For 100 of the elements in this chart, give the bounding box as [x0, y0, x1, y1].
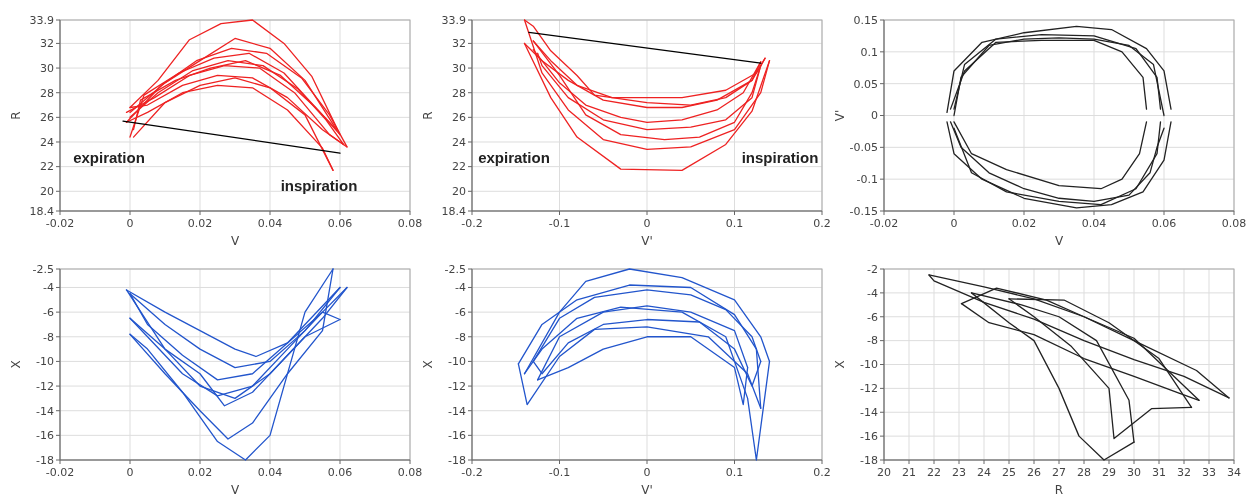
y-tick-label: 18.4 — [441, 204, 466, 218]
x-tick-label: 31 — [1152, 466, 1166, 479]
x-tick-label: 0.2 — [813, 466, 831, 479]
y-tick-label: 30 — [452, 61, 466, 75]
y-tick-label: -6 — [867, 310, 878, 324]
x-tick-label: 20 — [877, 466, 891, 479]
y-tick-label: -6 — [455, 305, 466, 319]
x-tick-label: 32 — [1177, 466, 1191, 479]
y-tick-label: -12 — [36, 379, 54, 393]
x-tick-label: 0.02 — [187, 217, 213, 230]
x-tick-label: 26 — [1027, 466, 1041, 479]
annotation: expiration — [478, 148, 550, 166]
y-tick-label: 20 — [40, 185, 54, 199]
x-tick-label: -0.1 — [548, 217, 571, 230]
x-tick-label: -0.2 — [461, 466, 483, 479]
y-axis-title: X — [421, 360, 435, 369]
x-axis-title: V' — [641, 234, 653, 248]
x-tick-label: 27 — [1052, 466, 1066, 479]
x-tick-label: 0.04 — [257, 217, 283, 230]
y-axis-title: V' — [833, 109, 847, 122]
y-tick-label: 32 — [40, 37, 54, 51]
annotation: expiration — [73, 148, 145, 166]
x-tick-label: 30 — [1127, 466, 1141, 479]
x-axis-title: V — [230, 483, 240, 497]
x-tick-label: 0.06 — [327, 466, 353, 479]
y-tick-label: 20 — [452, 185, 466, 199]
y-tick-label: 0.1 — [860, 45, 878, 59]
y-tick-label: 32 — [452, 37, 466, 51]
x-tick-label: 23 — [952, 466, 966, 479]
y-tick-label: 28 — [452, 86, 466, 100]
y-tick-label: 28 — [40, 86, 54, 100]
y-tick-label: -8 — [43, 330, 54, 344]
y-tick-label: 0.15 — [853, 13, 878, 27]
y-tick-label: -0.05 — [849, 141, 878, 155]
y-axis-title: R — [421, 111, 435, 120]
x-tick-label: 0.1 — [725, 466, 744, 479]
x-tick-label: 0.04 — [257, 466, 283, 479]
y-tick-label: -10 — [36, 355, 54, 369]
y-tick-label: -16 — [448, 429, 466, 443]
x-tick-label: -0.02 — [45, 217, 75, 230]
y-tick-label: -18 — [860, 453, 878, 467]
y-tick-label: 26 — [452, 111, 466, 125]
y-tick-label: -10 — [860, 358, 878, 372]
x-tick-label: 0 — [950, 217, 958, 230]
y-tick-label: -2.5 — [444, 262, 466, 276]
x-tick-label: -0.02 — [869, 217, 899, 230]
y-tick-label: 18.4 — [29, 204, 54, 218]
x-tick-label: 0.04 — [1081, 217, 1107, 230]
x-tick-label: 0 — [643, 466, 651, 479]
x-axis-title: V' — [641, 483, 653, 497]
y-tick-label: -14 — [36, 404, 54, 418]
x-tick-label: 0.08 — [397, 217, 423, 230]
y-tick-label: -16 — [36, 429, 54, 443]
y-tick-label: 33.9 — [29, 13, 54, 27]
x-tick-label: 0.06 — [1151, 217, 1177, 230]
y-tick-label: 24 — [452, 135, 466, 149]
x-tick-label: 28 — [1077, 466, 1091, 479]
y-tick-label: -6 — [43, 305, 54, 319]
annotation: inspiration — [741, 148, 819, 166]
y-tick-label: -4 — [867, 286, 878, 300]
y-tick-label: -4 — [43, 281, 54, 295]
x-axis-title: V — [1054, 234, 1064, 248]
y-tick-label: -2.5 — [32, 262, 54, 276]
y-axis-title: R — [9, 111, 23, 120]
y-tick-label: -10 — [448, 355, 466, 369]
x-tick-label: 0 — [126, 466, 134, 479]
annotation: inspiration — [280, 177, 358, 195]
y-axis-title: X — [9, 360, 23, 369]
x-tick-label: 34 — [1227, 466, 1241, 479]
y-tick-label: -12 — [448, 379, 466, 393]
y-tick-label: -4 — [455, 281, 466, 295]
x-tick-label: 22 — [927, 466, 941, 479]
y-tick-label: -2 — [867, 262, 878, 276]
x-tick-label: 0.08 — [397, 466, 423, 479]
x-tick-label: 0.08 — [1221, 217, 1247, 230]
y-tick-label: 33.9 — [441, 13, 466, 27]
x-tick-label: 24 — [977, 466, 991, 479]
y-tick-label: 26 — [40, 111, 54, 125]
x-tick-label: 25 — [1002, 466, 1016, 479]
x-tick-label: -0.2 — [461, 217, 483, 230]
y-tick-label: 22 — [452, 160, 466, 174]
y-tick-label: -8 — [455, 330, 466, 344]
x-tick-label: 0 — [643, 217, 651, 230]
y-tick-label: 0 — [871, 109, 878, 123]
y-tick-label: 24 — [40, 135, 54, 149]
x-tick-label: 0.02 — [187, 466, 213, 479]
x-tick-label: 0.2 — [813, 217, 831, 230]
x-tick-label: 29 — [1102, 466, 1116, 479]
y-tick-label: -0.15 — [849, 204, 878, 218]
y-tick-label: -18 — [36, 453, 54, 467]
x-tick-label: 0 — [126, 217, 134, 230]
x-tick-label: -0.02 — [45, 466, 75, 479]
y-tick-label: -12 — [860, 382, 878, 396]
y-tick-label: -18 — [448, 453, 466, 467]
x-tick-label: 0.1 — [725, 217, 744, 230]
y-axis-title: X — [833, 360, 847, 369]
x-tick-label: -0.1 — [548, 466, 571, 479]
y-tick-label: -14 — [860, 406, 878, 420]
x-tick-label: 0.06 — [327, 217, 353, 230]
x-tick-label: 33 — [1202, 466, 1216, 479]
